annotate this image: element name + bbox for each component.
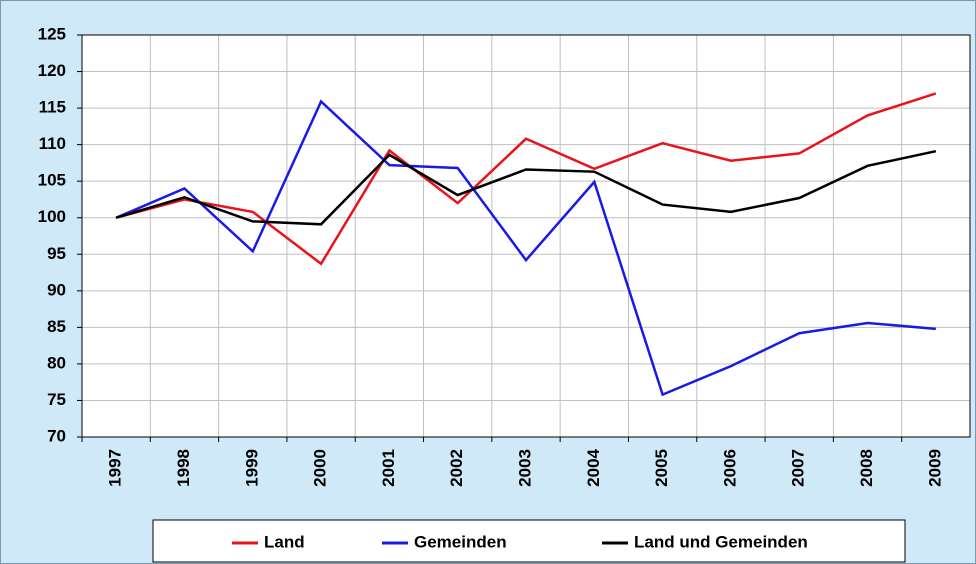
x-tick-label: 2002 [447, 449, 466, 487]
y-tick-label: 75 [47, 390, 66, 409]
x-tick-label: 2006 [720, 449, 739, 487]
legend-label: Land und Gemeinden [634, 532, 808, 551]
y-tick-label: 80 [47, 353, 66, 372]
legend-label: Gemeinden [414, 532, 507, 551]
x-tick-label: 2001 [379, 449, 398, 487]
line-series [115, 99, 936, 397]
line-series [115, 92, 937, 266]
x-tick-label: 2008 [857, 449, 876, 487]
y-tick-label: 70 [47, 426, 66, 445]
x-tick-label: 1999 [242, 449, 261, 487]
legend-label: Land [264, 532, 305, 551]
y-tick-label: 125 [38, 24, 66, 43]
legend [152, 519, 906, 563]
y-tick-label: 120 [38, 61, 66, 80]
x-tick-label: 2004 [584, 448, 603, 486]
y-tick-label: 95 [47, 244, 66, 263]
x-tick-label: 2007 [789, 449, 808, 487]
x-tick-label: 2000 [311, 449, 330, 487]
x-tick-label: 1998 [174, 449, 193, 487]
line-series [115, 149, 937, 226]
y-tick-label: 110 [39, 134, 66, 153]
plot-area [81, 34, 971, 438]
x-tick-label: 1997 [106, 449, 125, 487]
y-tick-label: 115 [39, 98, 66, 117]
y-tick-label: 85 [47, 317, 66, 336]
y-tick-label: 90 [47, 280, 66, 299]
x-tick-label: 2009 [925, 449, 944, 487]
plot-border [81, 34, 971, 438]
y-tick-label: 105 [38, 171, 66, 190]
x-tick-label: 2005 [652, 449, 671, 487]
x-tick-label: 2003 [515, 449, 534, 487]
y-tick-label: 100 [38, 207, 66, 226]
